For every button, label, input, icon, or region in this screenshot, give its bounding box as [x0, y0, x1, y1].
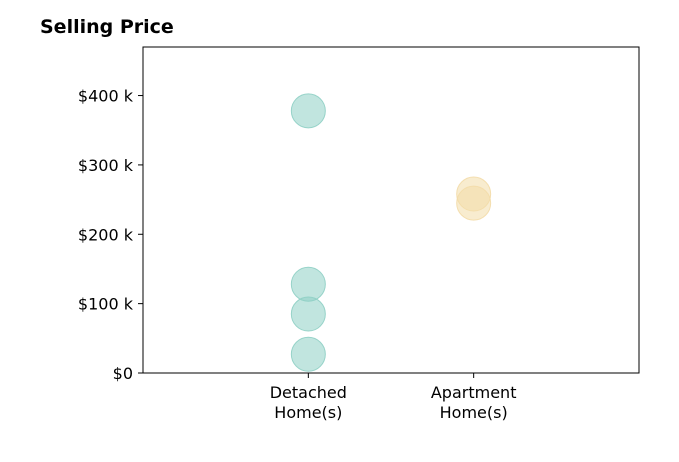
chart-title: Selling Price: [40, 16, 174, 38]
x-tick-label: Home(s): [440, 403, 508, 422]
data-point: [290, 266, 326, 302]
y-tick-label: $200 k: [78, 225, 134, 244]
y-tick-label: $100 k: [78, 295, 134, 314]
y-tick-label: $300 k: [78, 156, 134, 175]
x-tick-label: Detached: [270, 383, 347, 402]
x-tick-label: Home(s): [274, 403, 342, 422]
data-point: [290, 296, 326, 332]
plot-area: $0$100 k$200 k$300 k$400 kDetachedHome(s…: [78, 46, 640, 422]
data-point: [290, 93, 326, 129]
y-tick-label: $0: [113, 364, 133, 383]
x-tick-label: Apartment: [431, 383, 517, 402]
data-point: [456, 185, 492, 221]
plot-frame: [142, 46, 640, 374]
data-point: [290, 336, 326, 372]
y-tick-label: $400 k: [78, 87, 134, 106]
